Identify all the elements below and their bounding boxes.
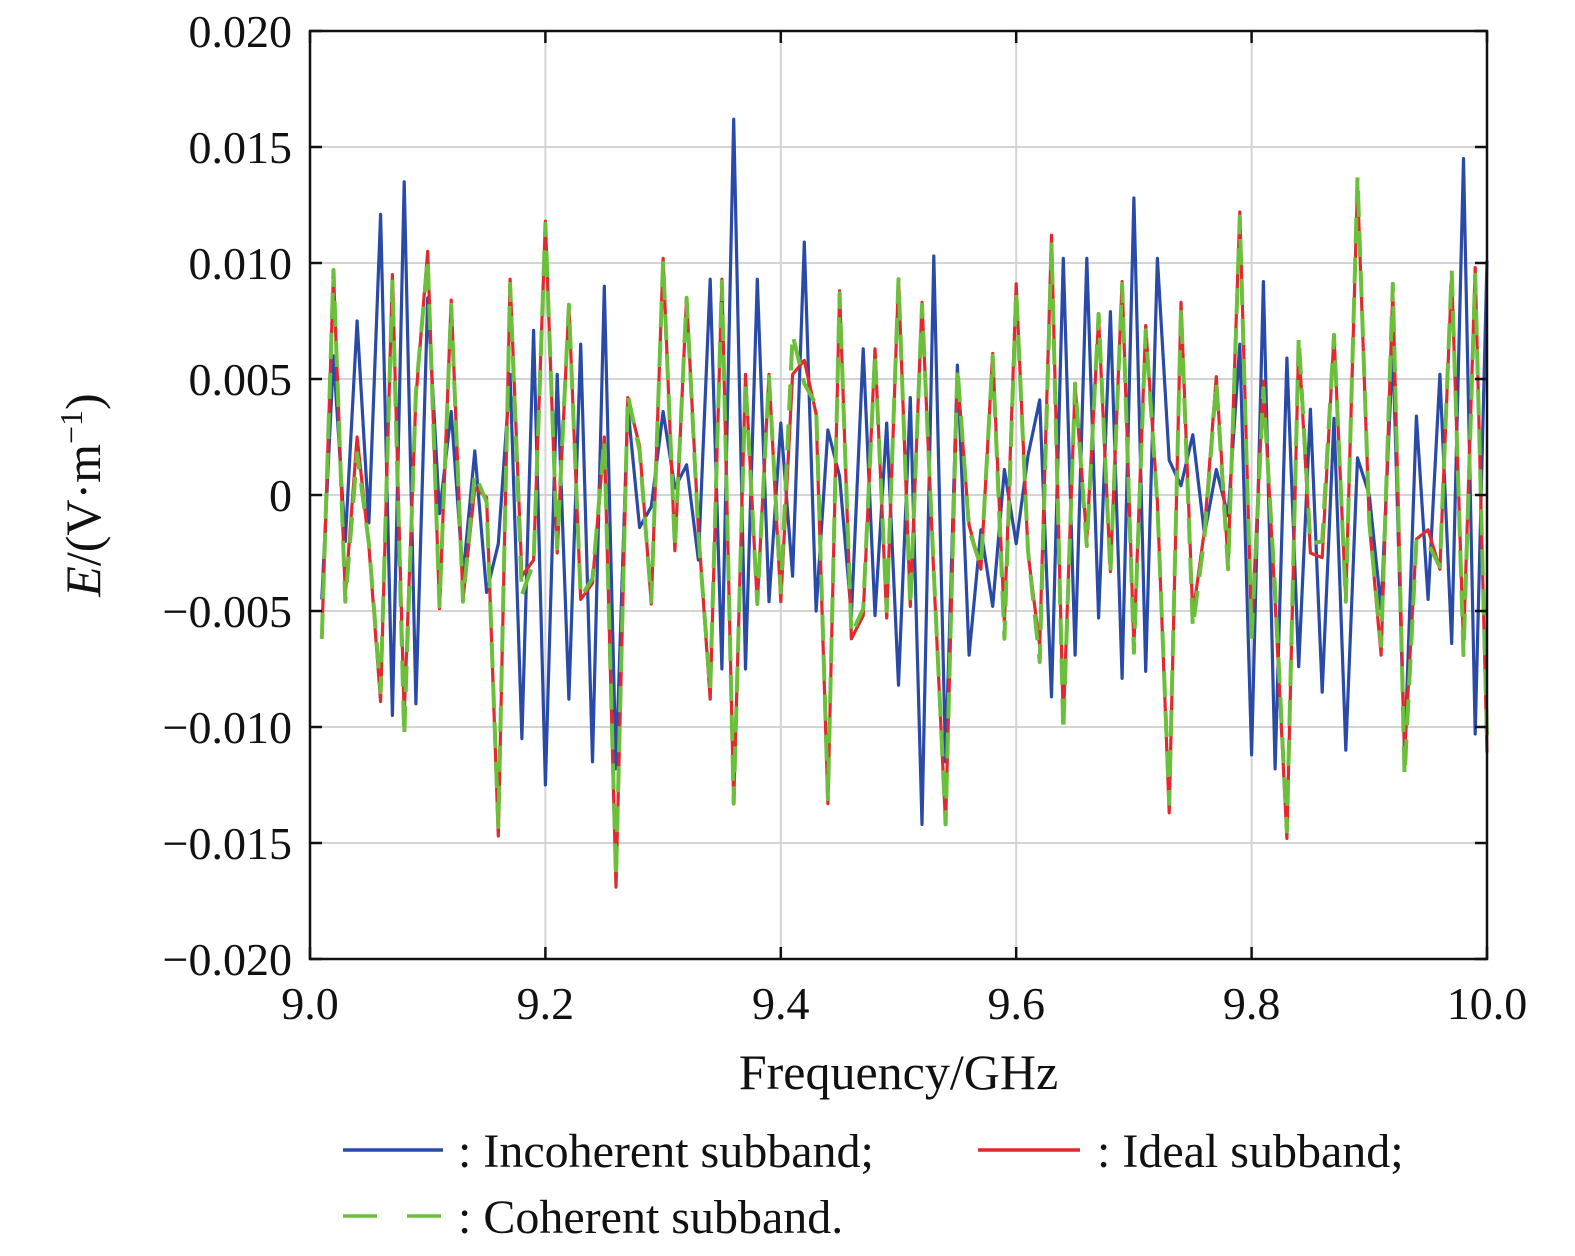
y-tick-label: 0.010: [189, 238, 293, 289]
legend-label-incoherent: : Incoherent subband;: [458, 1125, 874, 1178]
series-line-coherent: [319, 175, 1489, 880]
x-tick-label: 9.2: [517, 978, 575, 1029]
y-tick-label: −0.005: [163, 586, 292, 637]
x-tick-label: 9.6: [987, 978, 1045, 1029]
legend-label-ideal: : Ideal subband;: [1097, 1125, 1404, 1178]
grid: [309, 30, 1488, 960]
x-tick-label: 9.8: [1223, 978, 1281, 1029]
y-tick-label: 0.005: [189, 354, 293, 405]
y-tick-label: −0.015: [163, 818, 292, 869]
x-axis-label: Frequency/GHz: [739, 1044, 1058, 1100]
series-lines: [319, 117, 1489, 889]
legend: : Incoherent subband; : Ideal subband; :…: [343, 1125, 1404, 1244]
legend-item-coherent: : Coherent subband.: [343, 1191, 843, 1244]
y-axis-exponent: −1: [53, 410, 89, 444]
y-axis-label: E/(V·m−1): [53, 393, 111, 597]
y-tick-label: −0.010: [163, 702, 292, 753]
x-tick-label: 9.4: [752, 978, 810, 1029]
y-tick-label: 0.020: [189, 6, 293, 57]
y-tick-label: 0: [269, 470, 292, 521]
y-tick-label: 0.015: [189, 122, 293, 173]
y-axis-unit: /(V·m: [55, 444, 111, 566]
legend-item-ideal: : Ideal subband;: [978, 1125, 1404, 1178]
legend-label-coherent: : Coherent subband.: [458, 1191, 843, 1244]
legend-item-incoherent: : Incoherent subband;: [343, 1125, 874, 1178]
x-tick-label: 9.0: [281, 978, 339, 1029]
y-tick-label: −0.020: [163, 934, 292, 985]
y-axis-unit-close: ): [55, 393, 111, 410]
x-tick-labels: 9.0 9.2 9.4 9.6 9.8 10.0: [281, 978, 1527, 1029]
x-tick-label: 10.0: [1447, 978, 1528, 1029]
tick-marks: [308, 29, 1489, 961]
y-axis-symbol: E: [55, 566, 111, 598]
y-tick-labels: 0.020 0.015 0.010 0.005 0 −0.005 −0.010 −0.015 −…: [163, 6, 292, 985]
